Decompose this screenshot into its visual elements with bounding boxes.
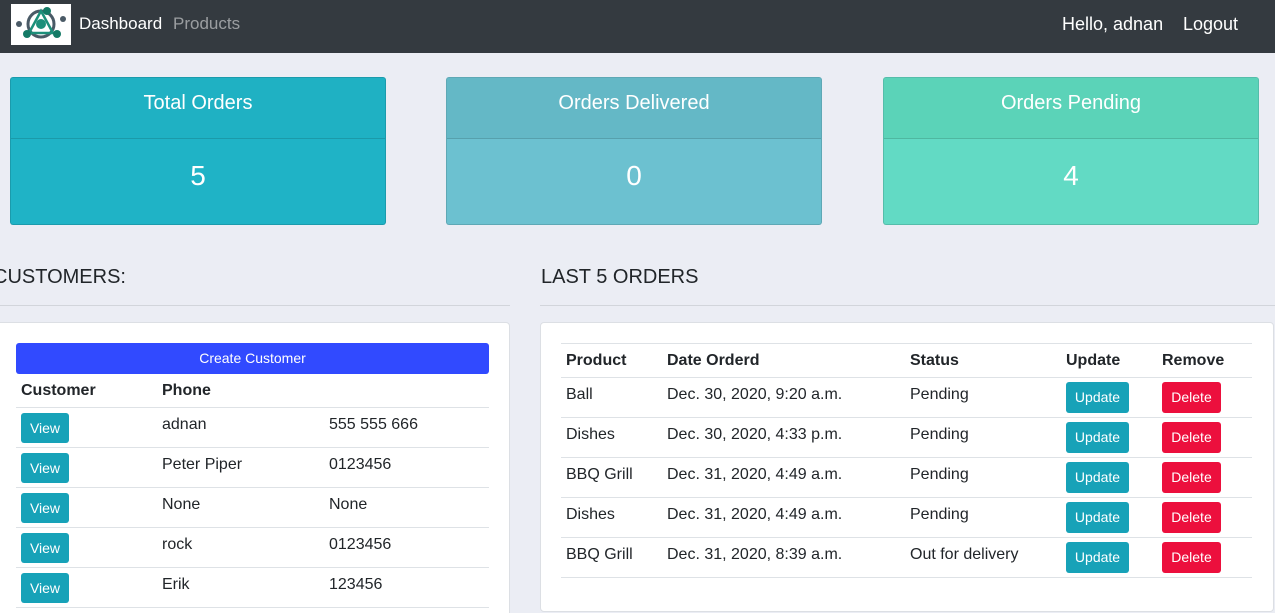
create-customer-button[interactable]: Create Customer bbox=[16, 343, 489, 374]
order-date: Dec. 30, 2020, 4:33 p.m. bbox=[667, 426, 843, 443]
table-row: View rock 0123456 bbox=[16, 528, 489, 568]
column-header-customer: Customer bbox=[21, 382, 96, 399]
orders-heading: LAST 5 ORDERS bbox=[541, 266, 699, 288]
delete-order-button[interactable]: Delete bbox=[1162, 382, 1221, 413]
orders-divider bbox=[540, 305, 1275, 306]
update-order-button[interactable]: Update bbox=[1066, 382, 1129, 413]
order-status: Pending bbox=[910, 386, 969, 403]
table-row: View adnan 555 555 666 bbox=[16, 408, 489, 448]
customer-name: Peter Piper bbox=[162, 456, 243, 473]
update-order-button[interactable]: Update bbox=[1066, 462, 1129, 493]
order-status: Pending bbox=[910, 426, 969, 443]
orders-pending-value: 4 bbox=[1063, 160, 1079, 191]
table-row: Dishes Dec. 30, 2020, 4:33 p.m. Pending … bbox=[561, 418, 1252, 458]
order-product: Ball bbox=[566, 386, 593, 403]
order-status: Pending bbox=[910, 466, 969, 483]
table-row: View None None bbox=[16, 488, 489, 528]
orders-panel bbox=[540, 322, 1274, 612]
customers-table: Customer Phone View adnan 555 555 666 Vi… bbox=[16, 374, 489, 608]
order-date: Dec. 30, 2020, 9:20 a.m. bbox=[667, 386, 843, 403]
view-customer-button[interactable]: View bbox=[21, 533, 69, 563]
nav-products-link[interactable]: Products bbox=[173, 14, 241, 33]
table-row: BBQ Grill Dec. 31, 2020, 4:49 a.m. Pendi… bbox=[561, 458, 1252, 498]
table-row: View Peter Piper 0123456 bbox=[16, 448, 489, 488]
order-date: Dec. 31, 2020, 8:39 a.m. bbox=[667, 546, 843, 563]
logout-link[interactable]: Logout bbox=[1183, 14, 1239, 34]
delete-order-button[interactable]: Delete bbox=[1162, 502, 1221, 533]
table-row: Dishes Dec. 31, 2020, 4:49 a.m. Pending … bbox=[561, 498, 1252, 538]
nav-dashboard-link[interactable]: Dashboard bbox=[79, 14, 163, 33]
orders-delivered-value: 0 bbox=[626, 160, 642, 191]
customer-name: None bbox=[162, 496, 201, 513]
order-status: Out for delivery bbox=[910, 546, 1019, 563]
customers-table-header: Customer Phone bbox=[16, 374, 489, 408]
column-header-remove: Remove bbox=[1162, 352, 1225, 369]
customers-heading: CUSTOMERS: bbox=[0, 266, 126, 288]
view-customer-button[interactable]: View bbox=[21, 573, 69, 603]
order-product: BBQ Grill bbox=[566, 466, 633, 483]
column-header-phone: Phone bbox=[162, 382, 211, 399]
top-navbar: Dashboard Products Hello, adnan Logout bbox=[0, 0, 1275, 53]
table-row: View Erik 123456 bbox=[16, 568, 489, 608]
delete-order-button[interactable]: Delete bbox=[1162, 462, 1221, 493]
order-product: BBQ Grill bbox=[566, 546, 633, 563]
order-product: Dishes bbox=[566, 426, 615, 443]
user-greeting: Hello, adnan bbox=[1062, 14, 1164, 34]
total-orders-value: 5 bbox=[190, 160, 206, 191]
update-order-button[interactable]: Update bbox=[1066, 542, 1129, 573]
customer-phone: 555 555 666 bbox=[329, 416, 418, 433]
order-status: Pending bbox=[910, 506, 969, 523]
total-orders-card: Total Orders 5 bbox=[10, 77, 386, 225]
view-customer-button[interactable]: View bbox=[21, 453, 69, 483]
column-header-date: Date Orderd bbox=[667, 352, 760, 369]
orders-pending-title: Orders Pending bbox=[884, 78, 1258, 139]
orders-pending-card: Orders Pending 4 bbox=[883, 77, 1259, 225]
customer-phone: 0123456 bbox=[329, 536, 392, 553]
update-order-button[interactable]: Update bbox=[1066, 422, 1129, 453]
site-logo[interactable] bbox=[11, 4, 71, 45]
orders-delivered-card: Orders Delivered 0 bbox=[446, 77, 822, 225]
customer-phone: 123456 bbox=[329, 576, 383, 593]
column-header-product: Product bbox=[566, 352, 627, 369]
network-nodes-icon bbox=[16, 7, 66, 39]
customer-name: adnan bbox=[162, 416, 207, 433]
order-product: Dishes bbox=[566, 506, 615, 523]
view-customer-button[interactable]: View bbox=[21, 413, 69, 443]
delete-order-button[interactable]: Delete bbox=[1162, 542, 1221, 573]
view-customer-button[interactable]: View bbox=[21, 493, 69, 523]
orders-table-header: Product Date Orderd Status Update Remove bbox=[561, 344, 1252, 378]
customer-name: rock bbox=[162, 536, 193, 553]
column-header-update: Update bbox=[1066, 352, 1121, 369]
update-order-button[interactable]: Update bbox=[1066, 502, 1129, 533]
table-row: Ball Dec. 30, 2020, 9:20 a.m. Pending Up… bbox=[561, 378, 1252, 418]
customer-phone: 0123456 bbox=[329, 456, 392, 473]
order-date: Dec. 31, 2020, 4:49 a.m. bbox=[667, 506, 843, 523]
column-header-status: Status bbox=[910, 352, 959, 369]
customer-name: Erik bbox=[162, 576, 190, 593]
table-row: BBQ Grill Dec. 31, 2020, 8:39 a.m. Out f… bbox=[561, 538, 1252, 578]
customers-divider bbox=[0, 305, 510, 306]
total-orders-title: Total Orders bbox=[11, 78, 385, 139]
customer-phone: None bbox=[329, 496, 368, 513]
orders-table: Product Date Orderd Status Update Remove… bbox=[561, 343, 1252, 578]
orders-delivered-title: Orders Delivered bbox=[447, 78, 821, 139]
delete-order-button[interactable]: Delete bbox=[1162, 422, 1221, 453]
order-date: Dec. 31, 2020, 4:49 a.m. bbox=[667, 466, 843, 483]
